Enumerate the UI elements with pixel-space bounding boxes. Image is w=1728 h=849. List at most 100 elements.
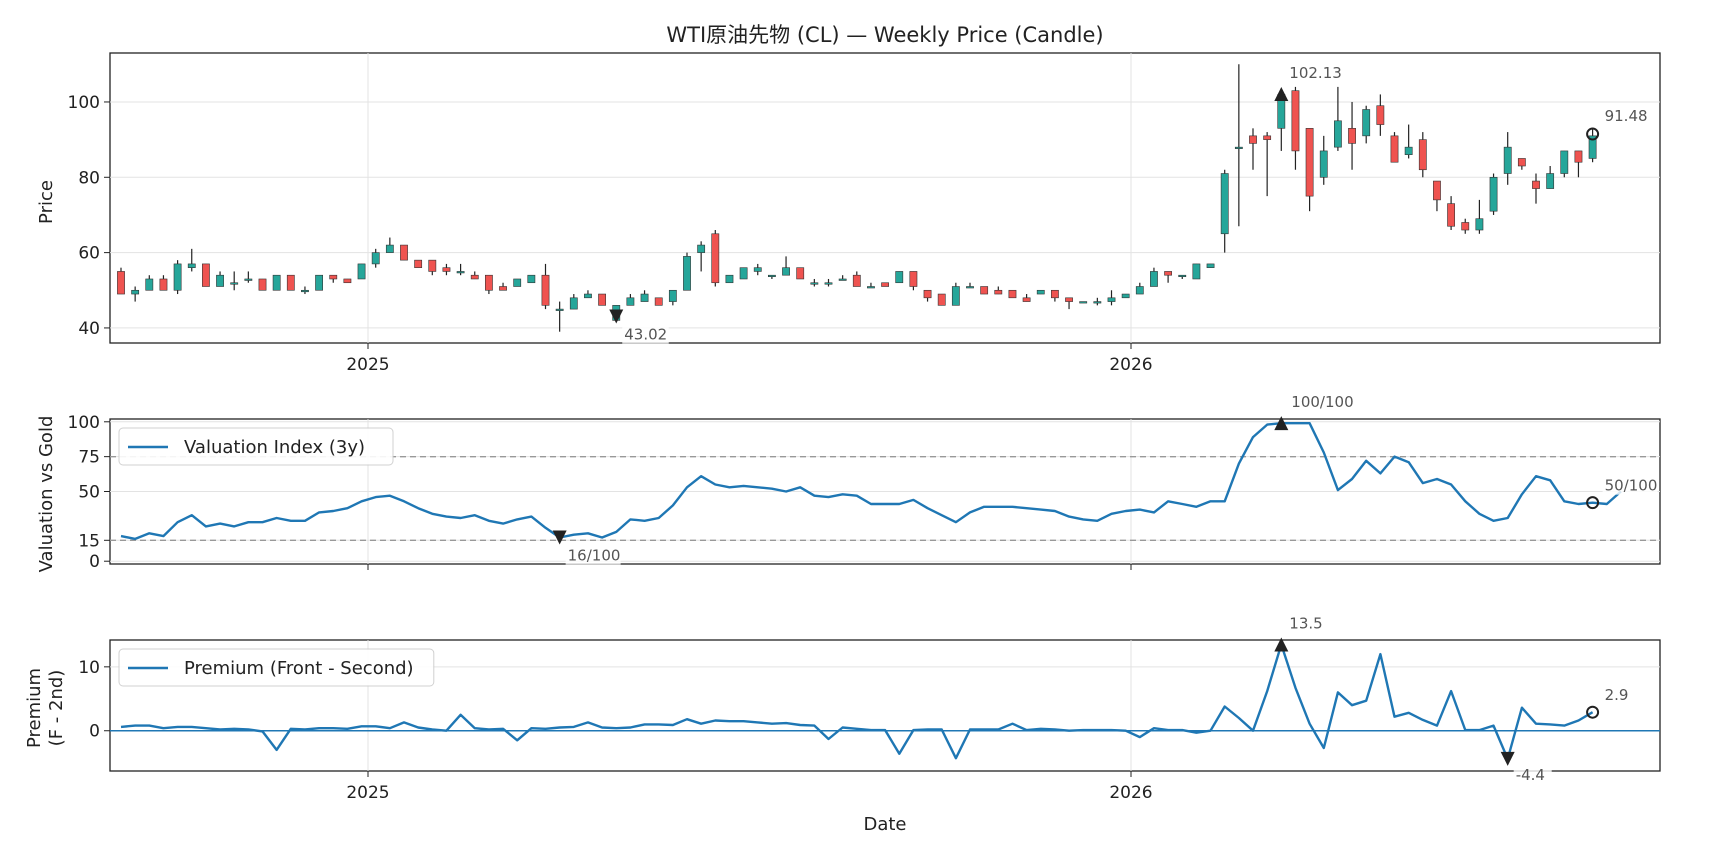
- candle-body: [1079, 301, 1088, 304]
- candle-body: [994, 289, 1003, 295]
- price-xtick-label: 2026: [1109, 355, 1152, 375]
- candle-body: [881, 282, 889, 287]
- candle-body: [1036, 289, 1045, 295]
- valuation-ytick-label: 75: [78, 448, 100, 468]
- candle-body: [739, 267, 748, 280]
- candle-body: [357, 263, 366, 280]
- price-max-marker: [1274, 86, 1289, 101]
- valuation-up-label-bg: [1289, 393, 1353, 412]
- price-ytick-label: 40: [78, 319, 100, 339]
- candle-body: [626, 297, 635, 306]
- premium-max-marker: [1274, 637, 1289, 652]
- candle-body: [1588, 135, 1597, 159]
- price-max-label: 102.13: [1289, 64, 1342, 82]
- premium-min-marker: [1500, 751, 1515, 766]
- premium-y-axis-label-line1: Premium: [24, 668, 45, 748]
- valuation-legend-label: Valuation Index (3y): [184, 437, 365, 458]
- candle-body: [442, 267, 451, 272]
- candle-body: [385, 244, 394, 253]
- candle-body: [400, 244, 408, 261]
- candle-body: [1404, 146, 1413, 155]
- price-panel-frame: [109, 52, 1661, 344]
- candle-body: [1008, 289, 1017, 299]
- candle-body: [951, 286, 960, 306]
- candle-body: [1560, 150, 1569, 174]
- candle-body: [286, 274, 295, 291]
- price-min-label-bg: [622, 325, 669, 344]
- premium-ytick-label: 10: [78, 658, 100, 678]
- candle-body: [1433, 180, 1441, 201]
- candle-body: [202, 263, 210, 287]
- price-min-marker: [609, 309, 624, 324]
- candle-body: [1334, 120, 1342, 148]
- candle-body: [343, 278, 352, 284]
- premium-down-label-bg: [1513, 765, 1552, 784]
- candle-body: [1263, 135, 1272, 140]
- candle-body: [1093, 301, 1102, 304]
- candle-body: [697, 244, 706, 253]
- candle-body: [1546, 173, 1555, 189]
- candle-body: [499, 286, 507, 291]
- candle-body: [456, 271, 465, 274]
- candle-body: [1319, 150, 1328, 178]
- candle-body: [654, 297, 663, 306]
- premium-legend-box: [118, 648, 435, 687]
- price-min-label: 43.02: [624, 326, 667, 344]
- candle-body: [1475, 218, 1484, 231]
- candle-body: [1135, 286, 1144, 295]
- candle-body: [555, 308, 564, 311]
- candle-body: [1447, 203, 1455, 227]
- candle-body: [301, 289, 309, 293]
- candle-body: [824, 282, 833, 285]
- valuation-max-marker: [1274, 416, 1289, 431]
- candle-body: [1489, 176, 1498, 212]
- valuation-min-marker: [552, 530, 567, 545]
- premium-last-label: 2.9: [1605, 686, 1629, 704]
- candle-body: [230, 282, 239, 285]
- candle-body: [711, 233, 720, 284]
- candle-body: [216, 274, 224, 287]
- candle-body: [923, 289, 932, 299]
- valuation-last-label: 50/100: [1605, 477, 1658, 495]
- premium-series-line: [120, 643, 1594, 761]
- valuation-last-label-bg: [1602, 476, 1658, 495]
- candle-body: [117, 271, 125, 295]
- candle-body: [937, 293, 946, 306]
- candle-body: [980, 286, 989, 295]
- candle-body: [796, 267, 805, 280]
- valuation-ytick-label: 50: [78, 483, 100, 503]
- candle-body: [371, 252, 380, 265]
- price-last-marker: [1586, 127, 1600, 141]
- premium-up-label: 13.5: [1289, 614, 1322, 632]
- candle-body: [1051, 289, 1059, 299]
- price-ytick-label: 100: [68, 93, 100, 113]
- candle-body: [541, 274, 550, 306]
- price-panel: 40 60 80 100 2025 2026 102.13 43.02 91.48: [68, 52, 1661, 375]
- candle-body: [966, 286, 974, 289]
- candle-body: [329, 274, 338, 280]
- candle-body: [244, 278, 253, 281]
- candle-body: [1150, 271, 1158, 287]
- candle-body: [470, 274, 479, 280]
- candle-body: [1461, 222, 1470, 231]
- candle-body: [668, 289, 677, 302]
- price-xtick-label: 2025: [346, 355, 389, 375]
- premium-up-label-bg: [1287, 614, 1326, 633]
- candle-body: [569, 297, 578, 310]
- candle-body: [1192, 263, 1201, 280]
- valuation-down-label-bg: [565, 546, 621, 565]
- candle-body: [159, 278, 168, 291]
- candle-body: [1305, 128, 1314, 197]
- candle-body: [1574, 150, 1583, 163]
- candle-body: [640, 293, 649, 302]
- candle-body: [767, 274, 776, 278]
- candle-body: [315, 274, 323, 291]
- candle-body: [867, 286, 875, 289]
- candle-body: [131, 289, 140, 295]
- x-axis-label: Date: [863, 814, 906, 835]
- valuation-panel: 015 50 75 100 Valuation Index (3y) 100/100 16/…: [68, 393, 1661, 572]
- valuation-down-label: 16/100: [568, 547, 621, 565]
- valuation-y-axis-label: Valuation vs Gold: [36, 416, 57, 573]
- valuation-ytick-label: 0: [89, 552, 100, 572]
- candle-body: [1206, 263, 1215, 268]
